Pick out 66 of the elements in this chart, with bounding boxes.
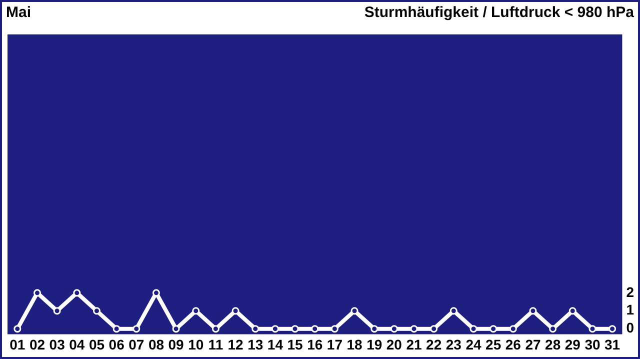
point [490,325,498,333]
y-tick-label: 1 [626,302,634,318]
point [112,325,120,333]
x-tick-label: 05 [88,336,105,352]
point [172,325,180,333]
x-tick-label: 03 [49,336,66,352]
point [410,325,418,333]
x-tick-label: 29 [564,336,581,352]
point [568,307,576,315]
x-tick-label: 04 [69,336,85,352]
x-tick-label: 23 [446,336,462,352]
point [132,325,140,333]
point [53,307,61,315]
y-tick-label: 0 [626,320,634,336]
x-tick-label: 20 [386,336,402,352]
point [390,325,398,333]
point [271,325,279,333]
point [73,289,81,297]
point [291,325,299,333]
point [529,307,537,315]
x-tick-label: 28 [545,336,561,352]
point [608,325,616,333]
x-tick-label: 26 [505,336,522,352]
x-tick-label: 21 [406,336,422,352]
point [549,325,557,333]
point [212,325,220,333]
x-tick-label: 31 [604,336,620,352]
point [33,289,41,297]
x-tick-label: 13 [248,336,264,352]
x-tick-label: 11 [208,336,224,352]
x-tick-label: 25 [486,336,502,352]
x-tick-label: 14 [267,336,284,352]
point [450,307,458,315]
x-tick-label: 18 [346,336,363,352]
x-tick-label: 02 [29,336,46,352]
x-tick-label: 19 [366,336,382,352]
chart-subtitle: Sturmhäufigkeit / Luftdruck < 980 hPa [364,4,634,20]
x-tick-label: 17 [326,336,343,352]
x-tick-label: 08 [148,336,164,352]
x-tick-label: 24 [466,336,482,352]
x-tick-label: 27 [525,336,541,352]
point [588,325,596,333]
point [252,325,260,333]
point [370,325,378,333]
x-tick-label: 10 [188,336,204,352]
point [14,325,22,333]
x-tick-label: 30 [584,336,600,352]
x-tick-label: 12 [228,336,244,352]
point [430,325,438,333]
x-tick-label: 22 [426,336,442,352]
point [470,325,478,333]
point [509,325,517,333]
x-tick-label: 07 [128,336,144,352]
point [311,325,319,333]
point [350,307,358,315]
point [192,307,200,315]
x-tick-label: 01 [10,336,26,352]
y-tick-label: 2 [626,284,634,300]
chart-title: Mai [6,4,32,20]
point [330,325,338,333]
point [232,307,240,315]
x-tick-label: 16 [307,336,323,352]
x-tick-label: 09 [168,336,184,352]
x-tick-label: 06 [108,336,125,352]
point [92,307,100,315]
x-tick-label: 15 [287,336,304,352]
